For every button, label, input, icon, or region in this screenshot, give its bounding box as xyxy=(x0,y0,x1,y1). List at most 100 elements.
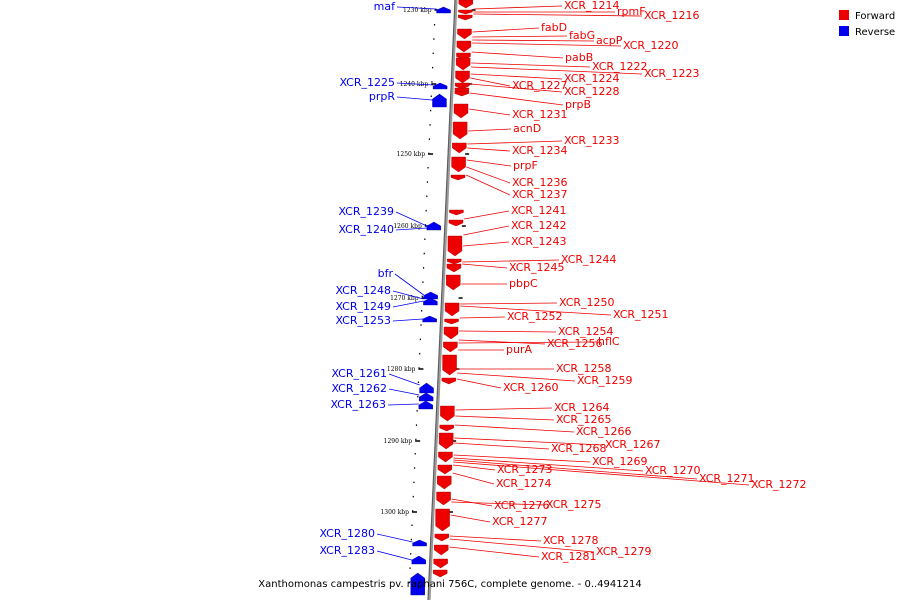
minor-tick xyxy=(430,109,432,112)
forward-gene-label: XCR_1276 xyxy=(494,499,550,512)
minor-tick xyxy=(431,81,433,83)
reverse-gene-label: XCR_1280 xyxy=(319,527,375,540)
forward-leader xyxy=(470,83,563,93)
backbone-line xyxy=(427,0,458,600)
reverse-leader xyxy=(394,273,424,296)
forward-gene-label: XCR_1268 xyxy=(551,442,607,455)
forward-gene-label: XCR_1271 xyxy=(699,472,755,485)
forward-gene-label: XCR_1245 xyxy=(509,261,565,274)
forward-gene xyxy=(446,263,462,273)
forward-leader xyxy=(462,241,510,247)
reverse-gene-label: prpR xyxy=(369,90,395,103)
minor-tick xyxy=(421,310,423,312)
forward-leader xyxy=(455,415,555,421)
forward-leader xyxy=(453,464,496,471)
minor-tick xyxy=(424,238,426,240)
forward-gene-label: acpP xyxy=(596,34,623,47)
forward-gene-label: XCR_1243 xyxy=(511,235,567,248)
forward-gene xyxy=(433,558,448,569)
minor-tick xyxy=(411,524,413,526)
forward-gene-label: XCR_1228 xyxy=(564,85,620,98)
forward-gene xyxy=(438,432,454,450)
forward-gene-label: XCR_1224 xyxy=(564,72,620,85)
backbone-shadow xyxy=(427,0,456,600)
forward-leader xyxy=(472,39,595,42)
forward-gene-label: XCR_1214 xyxy=(564,0,620,12)
reverse-swatch xyxy=(839,26,849,36)
forward-gene xyxy=(449,209,464,216)
forward-leader xyxy=(472,42,622,47)
forward-gene xyxy=(458,0,474,9)
minor-tick xyxy=(433,24,436,26)
forward-gene-label: hflC xyxy=(598,335,620,348)
minor-tick xyxy=(422,281,424,283)
forward-gene xyxy=(450,174,466,181)
reverse-leader xyxy=(376,550,412,561)
reverse-leader xyxy=(388,373,420,386)
tick-label: 1300 kbp xyxy=(380,509,409,516)
minor-tick xyxy=(421,295,423,298)
forward-gene-label: XCR_1269 xyxy=(592,455,648,468)
forward-leader xyxy=(460,305,612,316)
forward-gene xyxy=(455,57,471,71)
forward-gene xyxy=(451,156,466,173)
reverse-gene xyxy=(432,93,447,108)
forward-gene xyxy=(448,219,464,227)
minor-tick xyxy=(424,224,427,226)
reverse-gene-label: XCR_1248 xyxy=(335,284,391,297)
reverse-leader xyxy=(392,300,424,308)
reverse-gene xyxy=(412,539,427,547)
reverse-leader xyxy=(392,290,424,300)
reverse-gene-label: XCR_1253 xyxy=(335,314,391,327)
forward-leader xyxy=(472,35,568,38)
forward-gene xyxy=(442,354,457,376)
forward-gene-label: XCR_1277 xyxy=(492,515,548,528)
reverse-leader xyxy=(396,6,437,10)
forward-leader xyxy=(452,472,495,485)
forward-gene-label: XCR_1250 xyxy=(559,296,615,309)
forward-gene xyxy=(441,377,457,385)
backbone-layer xyxy=(427,0,458,600)
reverse-gene xyxy=(419,382,434,394)
forward-leader xyxy=(467,147,511,152)
tick-label: 1230 kbp xyxy=(403,7,432,14)
forward-gene xyxy=(434,544,449,556)
forward-gene-label: XCR_1275 xyxy=(546,498,602,511)
forward-gene-label: XCR_1241 xyxy=(511,204,567,217)
forward-gene-label: XCR_1278 xyxy=(543,534,599,547)
forward-leader xyxy=(470,77,511,87)
minor-tick xyxy=(417,381,420,383)
forward-gene-label: purA xyxy=(506,343,532,356)
minor-tick xyxy=(428,152,430,155)
minor-tick xyxy=(415,438,417,441)
forward-gene-label: XCR_1234 xyxy=(512,144,568,157)
forward-leader xyxy=(463,225,510,236)
forward-gene xyxy=(443,326,459,340)
forward-gene-label: pbpC xyxy=(509,277,538,290)
forward-leader xyxy=(469,108,511,116)
forward-gene xyxy=(457,28,472,40)
reverse-leader xyxy=(395,227,427,231)
forward-leader xyxy=(454,437,604,446)
forward-leader xyxy=(465,174,511,196)
forward-gene xyxy=(455,70,470,84)
minor-tick xyxy=(416,410,418,412)
minor-tick xyxy=(429,124,431,126)
minor-tick xyxy=(409,567,411,569)
forward-gene-label: XCR_1281 xyxy=(541,550,597,563)
forward-gene xyxy=(444,302,460,317)
forward-leader xyxy=(468,128,512,132)
forward-gene-label: XCR_1258 xyxy=(556,362,612,375)
minor-tick xyxy=(426,181,429,183)
reverse-gene-label: XCR_1249 xyxy=(335,300,391,313)
reverse-gene-label: maf xyxy=(374,0,396,13)
forward-leader xyxy=(466,159,512,167)
forward-gene xyxy=(454,82,470,90)
forward-leader xyxy=(464,210,510,220)
forward-gene-label: XCR_1254 xyxy=(558,325,614,338)
gene-layer xyxy=(410,0,474,596)
forward-leader xyxy=(449,535,542,542)
forward-leader xyxy=(471,62,591,68)
forward-gene xyxy=(458,14,473,21)
